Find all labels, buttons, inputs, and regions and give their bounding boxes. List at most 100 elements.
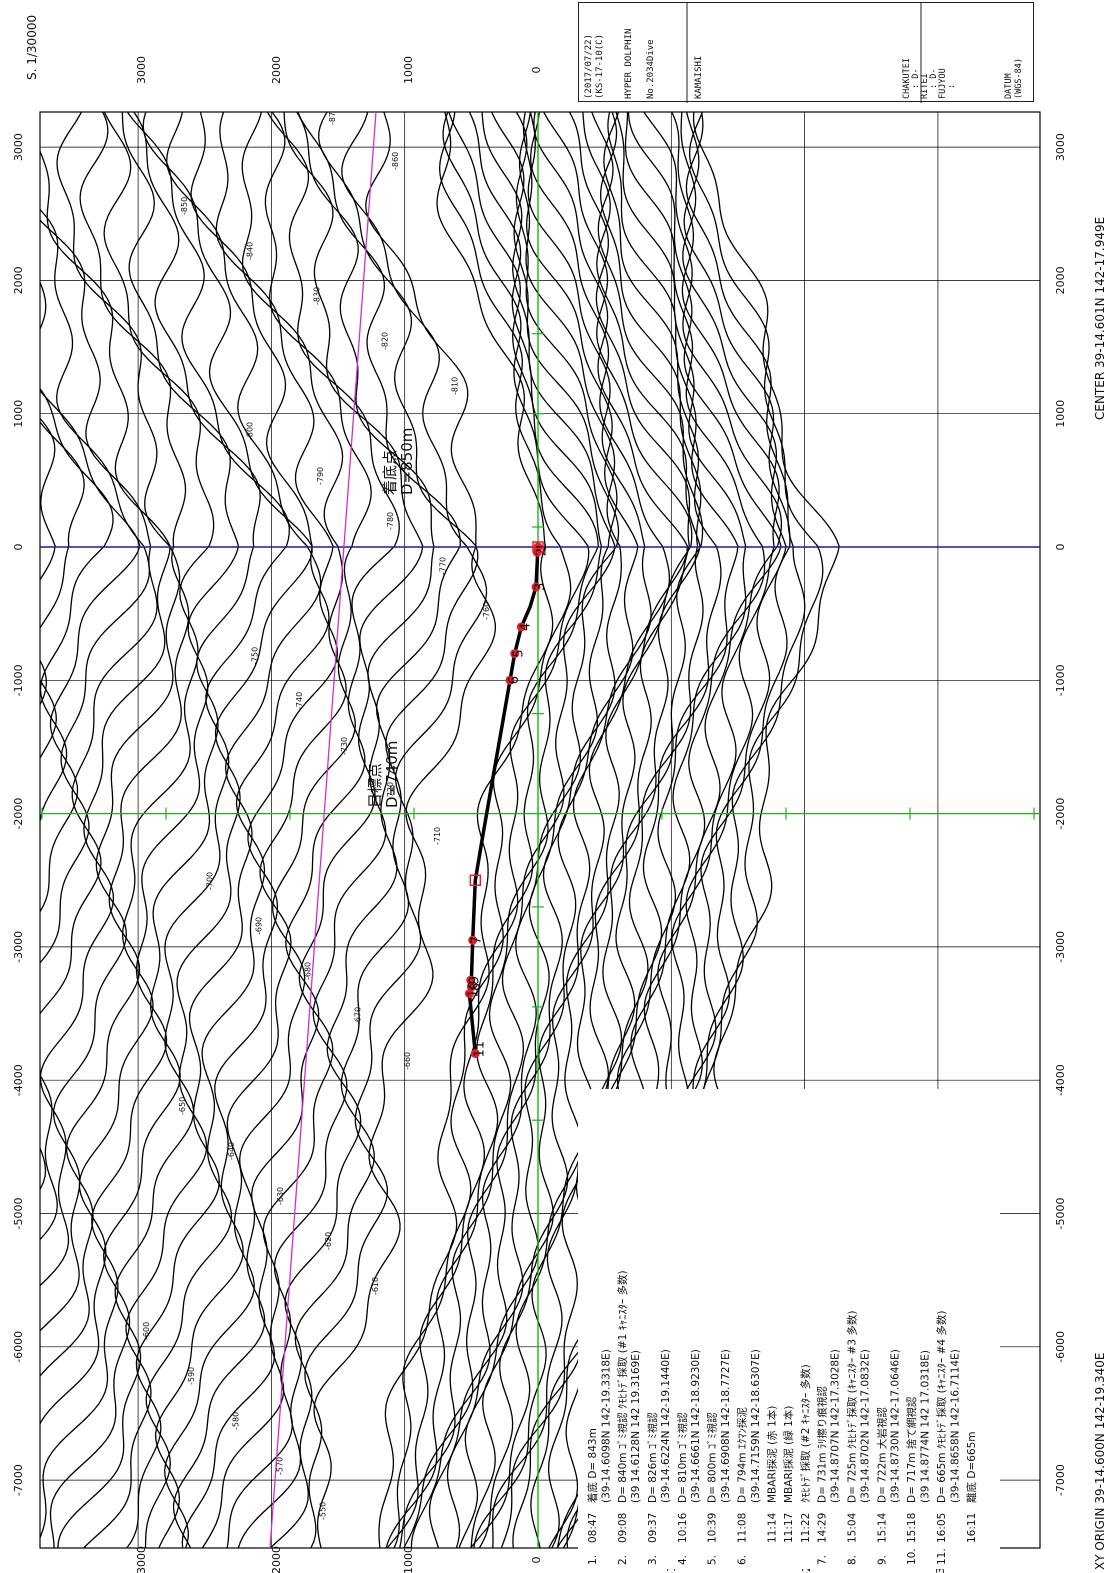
event-coordinate: (39-14.6908N 142-18.7727E) [720,1349,732,1503]
contour-line-west [40,112,181,1332]
event-time: 09:37 [647,1513,659,1543]
info-chakutei-label: CHAKUTEI [902,58,912,99]
info-fujyou-label: FUJYOU [938,68,948,99]
event-number: 4. [677,1555,689,1565]
contour-label: -620 [324,1232,333,1250]
axis-tick-label: -6000 [12,1331,25,1363]
contour-line-west [226,112,435,1548]
contour-line-west [57,112,290,1548]
event-number: 7. [816,1555,828,1565]
event-number: 8. [846,1555,858,1565]
contour-line-west [82,112,313,1548]
axis-tick-label: -1000 [1054,664,1067,696]
event-time: 15:04 [846,1512,858,1543]
event-text: D= 840m ｺﾞﾐ視認 ｸﾓﾋﾄﾃﾞ採取 (#1 ｷｬﾆｽﾀｰ 多数) [616,1270,629,1503]
contour-label: -640 [227,1142,236,1160]
cross-tick-label-top: 1000 [402,56,415,84]
contour-label: -870 [328,107,337,125]
station-label: 8 [468,983,483,991]
event-time: 10:16 [677,1512,689,1543]
dive-info-box: (2017/07/22) (KS-17-10(C) HYPER DOLPHIN … [578,2,1034,103]
contour-label: -690 [254,917,263,935]
station-marker [510,649,520,659]
station-label: 11 [472,1041,487,1058]
event-time: 14:29 [816,1513,828,1543]
cross-tick-label-bottom: 1000 [402,1546,415,1573]
event-coordinate: (39-14.8707N 142-17.3028E) [830,1349,842,1503]
cross-tick-label-top: 3000 [135,56,148,84]
contour-label: -770 [439,557,448,575]
contour-label: -630 [276,1187,285,1205]
contour-label: -550 [319,1502,328,1520]
axis-tick-label: 3000 [1054,133,1067,161]
axis-tick-label: -7000 [1054,1464,1067,1496]
landing-point-depth: D=850m [398,428,416,495]
contour-label: -830 [312,287,321,305]
contour-label: -860 [391,152,400,170]
axis-tick-label: -5000 [1054,1198,1067,1230]
center-label: CENTER 39-14.601N 142-17.949E [1093,217,1107,420]
event-text: MBARI採泥 (赤 1本) [766,1406,779,1503]
station-label: 4 [518,623,533,631]
info-vehicle: HYPER DOLPHIN [624,29,634,99]
event-text: D= 722m 大岩視認 [875,1407,888,1503]
axis-tick-label: -6000 [1054,1331,1067,1363]
contour-label: -580 [232,1412,241,1430]
info-date: (2017/07/22) [584,34,594,99]
station-marker [505,675,515,685]
landing-point-title: 着底点 [381,450,399,495]
contour-label: -720 [386,782,395,800]
event-text: D= 725m ｸﾓﾋﾄﾃﾞ採取 (ｷｬﾆｽﾀｰ #3 多数) [845,1310,858,1503]
contour-line-west [40,112,190,1378]
contour-label: -780 [386,512,395,530]
event-text: D= 810m ｺﾞﾐ視認 [676,1412,689,1503]
reference-diagonal [269,111,377,1549]
event-text: D= 731m ﾗﾘ擦り痕視認 [815,1386,828,1503]
contour-label: -650 [178,1097,187,1115]
info-fujyou-value: : [947,84,957,89]
contour-label: -850 [180,197,189,215]
contour-label: -710 [433,827,442,845]
contour-line-west [40,280,141,913]
contour-label: -730 [340,737,349,755]
axis-tick-label: 0 [12,544,25,551]
info-datum-value: (WGS-84) [1014,58,1024,99]
contour-line-west [144,112,330,1548]
contour-line-west [304,112,488,1548]
contour-label: -800 [246,422,255,440]
event-time: 09:08 [617,1513,629,1543]
dive-event-list: 1. 08:47 着底 D= 843m (39-14.6098N 142-19.331… [578,1089,1000,1569]
contour-line-west [313,112,496,1548]
contour-line-west [40,149,171,1287]
info-ritei-value: : D- [929,69,939,89]
contour-line-east [491,112,691,1548]
contour-line-east [403,112,616,1548]
axis-tick-label: -3000 [1054,931,1067,963]
station-marker [466,975,476,985]
target-point-depth: D=740m [383,741,401,808]
contour-line-west [201,112,424,1548]
event-text: MBARI採泥 (緑 1本) [782,1406,795,1503]
event-coordinate: (39-14.6661N 142-18.9230E) [690,1349,702,1503]
info-area: KAMAISHI [694,56,704,99]
contour-line-west [125,112,322,1548]
contour-label: -660 [403,1052,412,1070]
event-text: 離底 D=665m [965,1432,978,1504]
cross-tick-label-bottom: 3000 [135,1546,148,1573]
station-label: 10 [466,981,481,998]
contour-label: -570 [275,1457,284,1475]
event-time: 16:11 [966,1513,978,1543]
contour-line-west [154,112,339,1548]
axis-tick-label: -2000 [1054,798,1067,830]
station-marker [470,1049,480,1058]
contour-line-west [49,112,261,1548]
event-coordinate: (39-14.8730N 142-17.0646E) [890,1349,902,1503]
contour-line-east [469,112,688,1548]
contour-label: -840 [245,242,254,260]
event-coordinate: (39 14.8774N 142 17.0318E) [920,1350,932,1503]
contour-line-west [164,112,347,1548]
event-coordinate: (39-14.8702N 142-17.0832E) [860,1349,872,1503]
event-coordinate: (39-14.7159N 142-18.6307E) [750,1349,762,1503]
